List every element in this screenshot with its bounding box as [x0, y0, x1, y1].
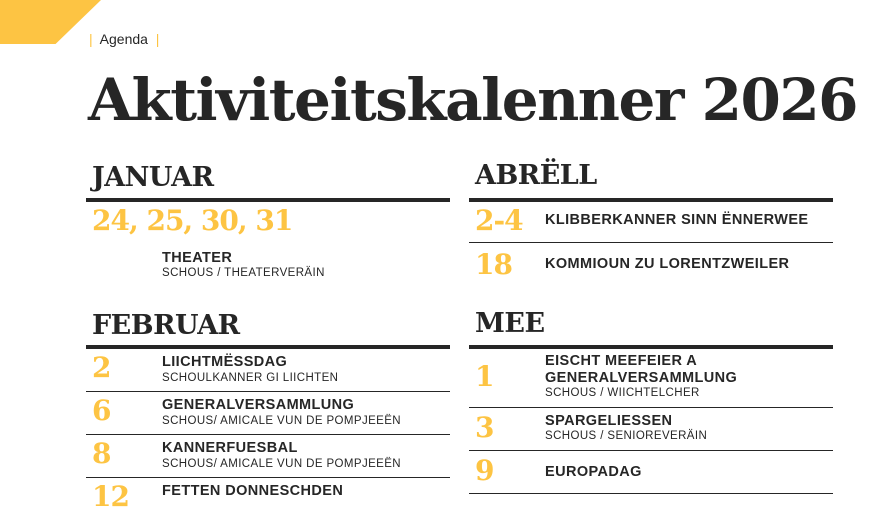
row-divider — [469, 450, 833, 451]
event-title: THEATER — [162, 250, 233, 266]
event-date: 3 — [475, 411, 495, 444]
event-sub: SCHOUS / THEATERVERÄIN — [162, 267, 325, 279]
row-divider — [469, 242, 833, 243]
event-sub: SCHOUS/ AMICALE VUN DE POMPJEEËN — [162, 415, 402, 427]
event-title: LIICHTMËSSDAG — [162, 354, 288, 370]
month-rule — [469, 345, 833, 349]
row-divider — [86, 434, 450, 435]
event-sub: SCHOUS / WIICHTELCHER — [545, 387, 700, 399]
row-divider — [86, 477, 450, 478]
event-date: 9 — [475, 454, 495, 487]
page-title: Aktiviteitskalenner 2026 — [88, 66, 859, 134]
event-sub: SCHOUS / SENIOREVERÄIN — [545, 430, 708, 442]
event-sub: SCHOULKANNER GI LIICHTEN — [162, 372, 339, 384]
month-heading-januar: JANUAR — [92, 162, 214, 193]
event-title: EISCHT MEEFEIER A GENERALVERSAMMLUNG — [545, 353, 738, 386]
left-column: JANUAR 24, 25, 30, 31 THEATER SCHOUS / T… — [86, 0, 450, 513]
event-title: KLIBBERKANNER SINN ËNNERWEE — [545, 212, 809, 228]
event-title: KANNERFUESBAL — [162, 440, 298, 456]
month-heading-februar: FEBRUAR — [92, 310, 240, 341]
event-date: 1 — [475, 360, 495, 393]
event-date: 6 — [92, 394, 112, 427]
row-divider — [86, 391, 450, 392]
event-date: 2 — [92, 351, 112, 384]
event-date: 18 — [475, 248, 513, 281]
row-divider — [469, 493, 833, 494]
event-title: KOMMIOUN ZU LORENTZWEILER — [545, 256, 790, 272]
month-heading-abrell: ABRËLL — [475, 160, 597, 191]
event-date: 2-4 — [475, 204, 524, 237]
event-title: SPARGELIESSEN — [545, 413, 673, 429]
breadcrumb-label[interactable]: Agenda — [99, 31, 148, 47]
row-divider — [469, 407, 833, 408]
month-heading-mee: MEE — [475, 308, 545, 339]
event-date: 12 — [92, 480, 130, 513]
event-title: EUROPADAG — [545, 464, 642, 480]
month-rule — [469, 198, 833, 202]
month-rule — [86, 198, 450, 202]
event-title: FETTEN DONNESCHDEN — [162, 483, 344, 499]
event-date: 24, 25, 30, 31 — [92, 204, 293, 237]
event-sub: SCHOUS/ AMICALE VUN DE POMPJEEËN — [162, 458, 402, 470]
month-rule — [86, 345, 450, 349]
event-title: GENERALVERSAMMLUNG — [162, 397, 355, 413]
right-column: ABRËLL 2-4 KLIBBERKANNER SINN ËNNERWEE 1… — [469, 0, 833, 496]
event-date: 8 — [92, 437, 112, 470]
breadcrumb: | Agenda | — [89, 31, 160, 47]
